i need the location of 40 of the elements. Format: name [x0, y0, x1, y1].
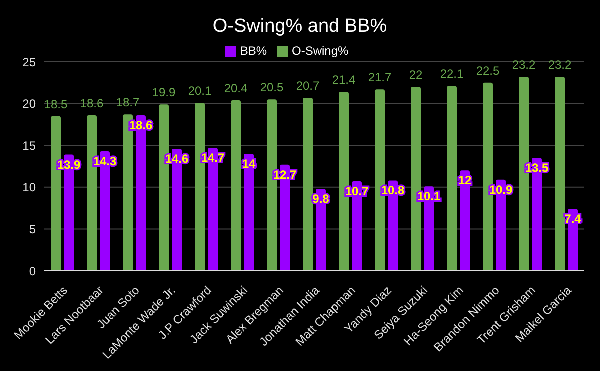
data-label: 22	[409, 68, 423, 82]
data-label: 18.7	[116, 96, 140, 110]
data-label: 10.7	[345, 184, 369, 199]
data-label: 18.5	[44, 97, 68, 112]
y-tick-label: 15	[22, 138, 36, 153]
data-label: 10.9	[489, 182, 513, 197]
data-label: 23.2	[548, 58, 572, 72]
y-tick-label: 25	[22, 55, 36, 70]
data-label: 22.5	[476, 64, 500, 78]
data-label: 22.1	[440, 67, 464, 82]
chart-title: O-Swing% and BB%	[212, 16, 388, 38]
data-label: 23.2	[512, 58, 536, 72]
bar	[303, 98, 313, 271]
y-tick-label: 10	[22, 180, 36, 195]
data-label: 20.1	[188, 84, 212, 98]
data-label: 21.7	[368, 70, 392, 85]
data-label: 19.9	[152, 86, 176, 100]
y-tick-label: 5	[29, 222, 36, 236]
bar	[231, 100, 241, 271]
data-label: 10.8	[381, 184, 405, 198]
data-label: 21.4	[332, 73, 356, 88]
data-label: 20.7	[296, 78, 320, 93]
y-tick-label: 20	[22, 97, 36, 112]
data-label: 10.1	[417, 190, 441, 204]
data-label: 13.9	[57, 158, 81, 172]
data-label: 18.6	[80, 96, 104, 111]
data-label: 18.6	[129, 118, 153, 133]
data-label: 14.6	[165, 152, 189, 166]
bar	[447, 86, 457, 271]
data-label: 12.7	[273, 168, 297, 182]
data-label: 20.4	[224, 81, 248, 96]
bar	[244, 154, 254, 271]
data-label: 14.7	[201, 151, 225, 166]
data-label: 14.3	[93, 154, 117, 168]
legend-label: BB%	[240, 44, 267, 58]
data-label: 20.5	[260, 80, 284, 95]
data-label: 13.5	[525, 161, 549, 176]
legend-label: O-Swing%	[292, 44, 349, 58]
bar	[555, 77, 565, 271]
y-tick-label: 0	[29, 264, 36, 278]
